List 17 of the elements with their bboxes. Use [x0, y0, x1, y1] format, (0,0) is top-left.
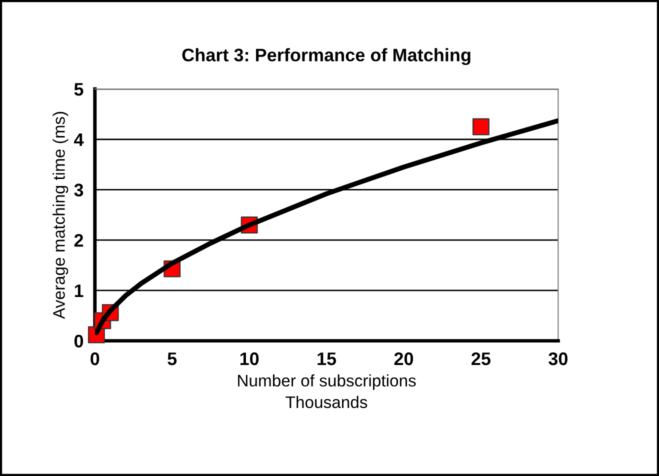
y-tick-label: 1 [74, 284, 84, 297]
point [472, 118, 490, 136]
x-tick-label: 30 [548, 352, 568, 366]
y-axis-title: Average matching time (ms) [52, 112, 68, 319]
x-tick-label: 20 [394, 352, 414, 366]
x-tick-label: 5 [168, 352, 177, 366]
chart-title: Chart 3: Performance of Matching [182, 48, 470, 66]
x-tick-label: 10 [240, 352, 259, 366]
y-tick-label: 5 [74, 83, 84, 96]
y-tick-label: 4 [74, 133, 84, 146]
y-tick-label: 3 [74, 184, 84, 196]
y-tick-label: 0 [74, 334, 84, 348]
x-tick-label: 15 [318, 352, 336, 366]
x-tick-label: 0 [90, 352, 100, 366]
y-tick-label: 2 [74, 234, 84, 247]
x-tick-label: 25 [472, 352, 490, 366]
x-axis-title: Number of subscriptions Thousands [238, 374, 416, 408]
